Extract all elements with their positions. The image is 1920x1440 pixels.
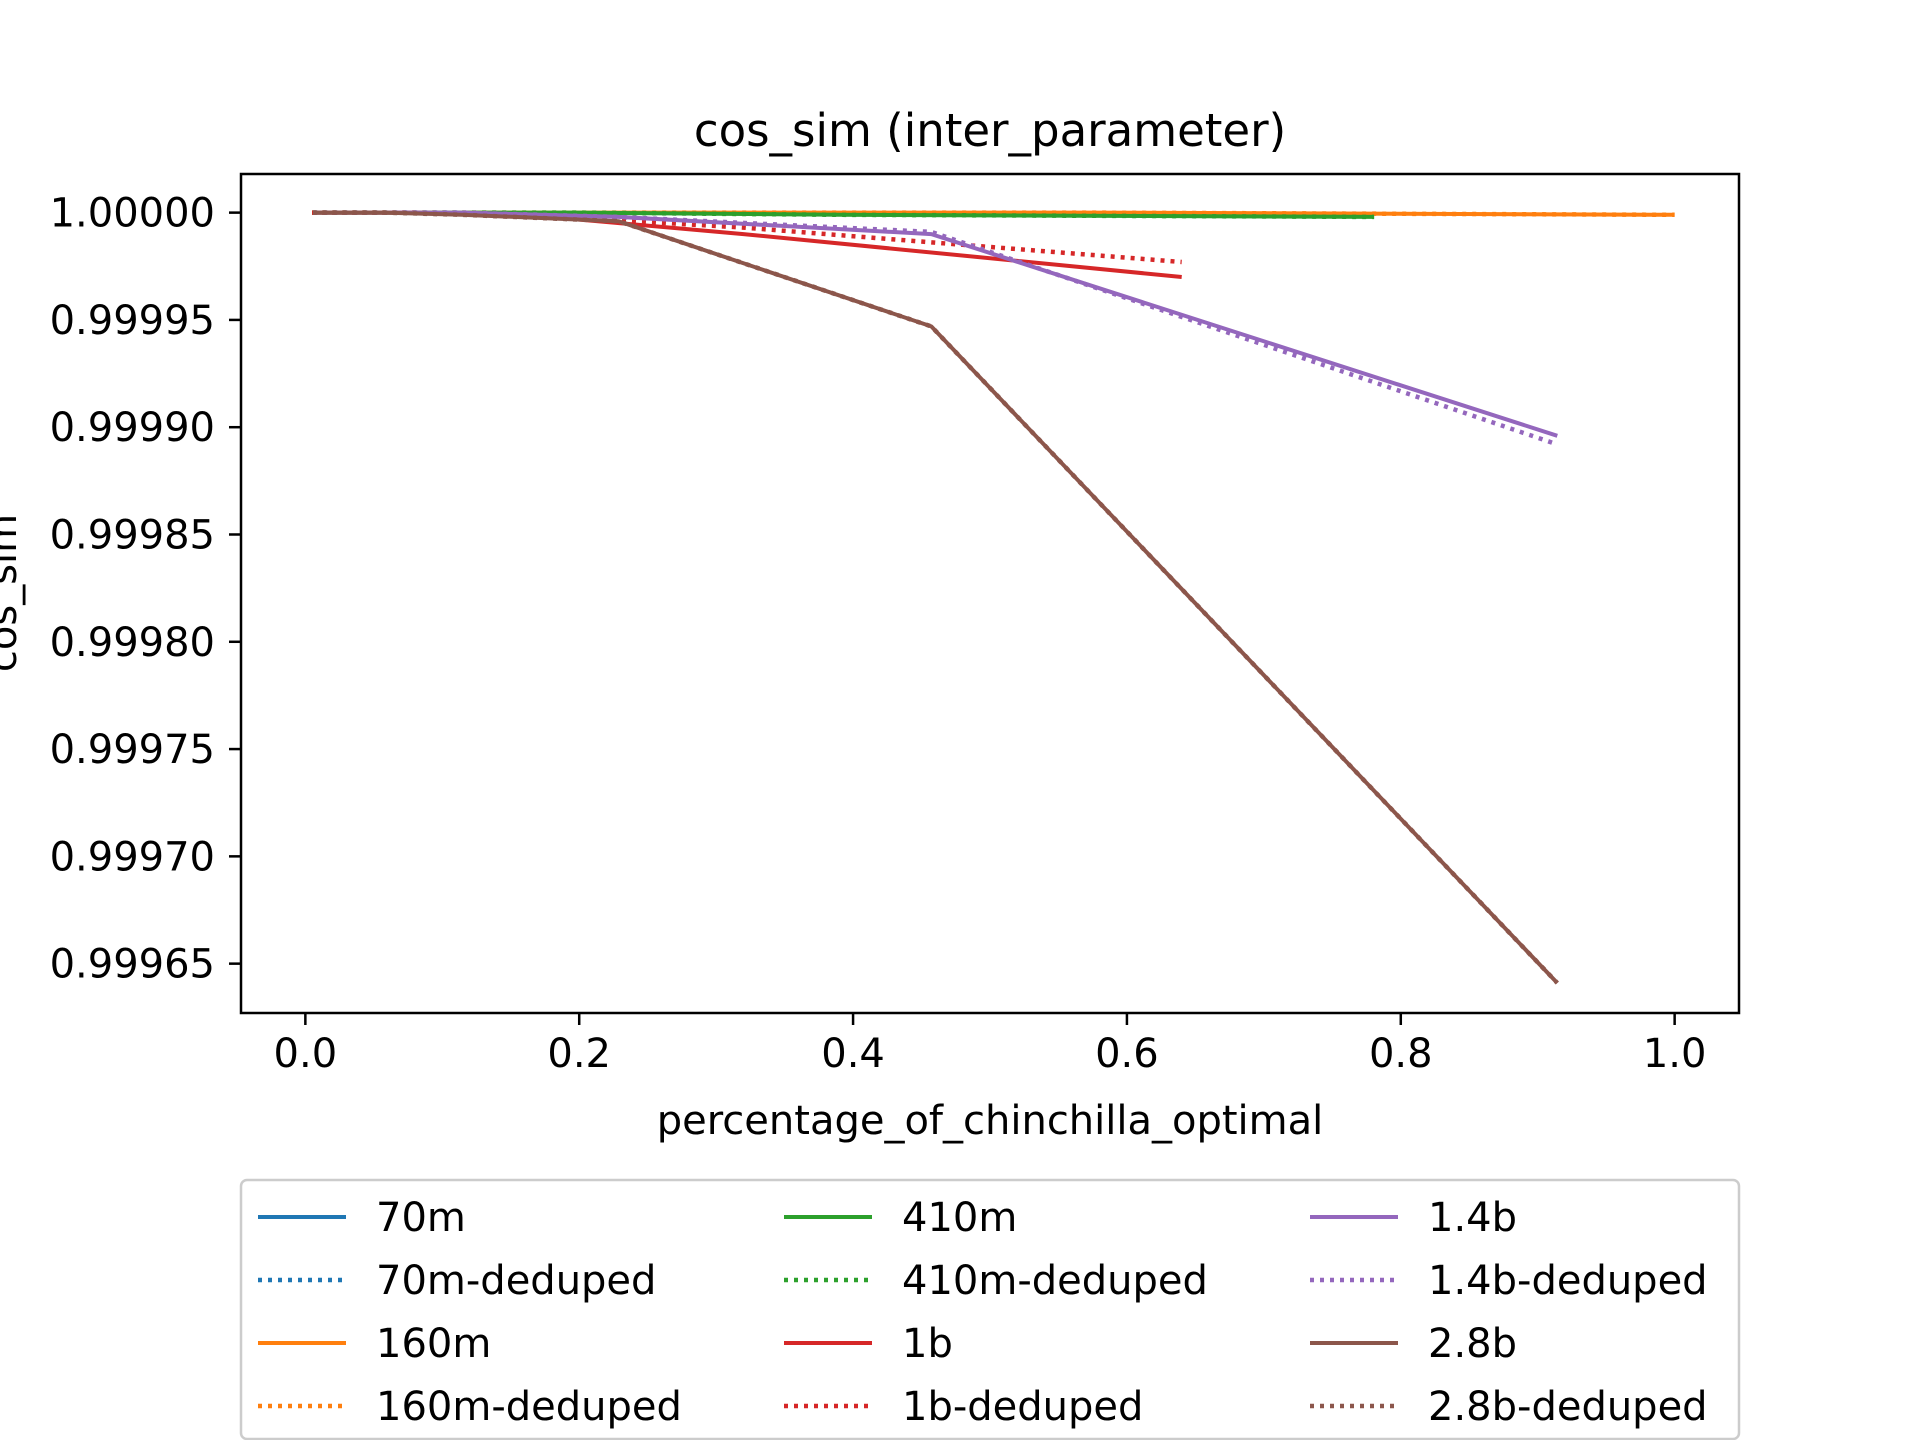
x-tick-label: 1.0 — [1643, 1031, 1707, 1077]
legend-label-1b: 1b — [902, 1321, 953, 1367]
x-tick-label: 0.0 — [274, 1031, 338, 1077]
y-tick-label: 0.99965 — [50, 942, 215, 988]
legend-label-2p8b: 2.8b — [1428, 1321, 1517, 1367]
legend-label-410m: 410m — [902, 1195, 1017, 1241]
y-tick-label: 0.99970 — [50, 834, 215, 880]
y-axis-ticks: 0.99965 0.99970 0.99975 0.99980 0.99985 0.999… — [50, 191, 241, 988]
legend-label-2p8b-deduped: 2.8b-deduped — [1428, 1384, 1708, 1430]
x-tick-label: 0.6 — [1095, 1031, 1159, 1077]
legend-label-70m: 70m — [376, 1195, 466, 1241]
x-tick-label: 0.2 — [547, 1031, 611, 1077]
x-tick-label: 0.4 — [821, 1031, 885, 1077]
legend-label-1p4b-deduped: 1.4b-deduped — [1428, 1258, 1708, 1304]
series-line-1b-deduped — [312, 210, 1182, 265]
legend-items: 70m 70m-deduped 160m 160m-deduped 410m 410m-d… — [258, 1195, 1708, 1430]
legend-label-160m-deduped: 160m-deduped — [376, 1384, 682, 1430]
y-tick-label: 0.99975 — [50, 727, 215, 773]
series-line-1p4b — [313, 210, 1558, 438]
chart-title: cos_sim (inter_parameter) — [694, 104, 1286, 157]
legend: 70m 70m-deduped 160m 160m-deduped 410m 410m-d… — [239, 1178, 1741, 1440]
legend-label-160m: 160m — [376, 1321, 491, 1367]
y-tick-label: 0.99990 — [50, 405, 215, 451]
series-line-2p8b — [313, 210, 1559, 985]
legend-frame — [239, 1178, 1741, 1440]
legend-label-1p4b: 1.4b — [1428, 1195, 1517, 1241]
legend-label-1b-deduped: 1b-deduped — [902, 1384, 1143, 1430]
y-tick-label: 1.00000 — [50, 191, 215, 237]
x-axis-label: percentage_of_chinchilla_optimal — [657, 1098, 1324, 1144]
legend-label-410m-deduped: 410m-deduped — [902, 1258, 1208, 1304]
x-axis-ticks: 0.0 0.2 0.4 0.6 0.8 1.0 — [274, 1013, 1707, 1077]
y-tick-label: 0.99985 — [50, 512, 215, 558]
plot-area-frame — [239, 172, 1741, 1015]
y-tick-label: 0.99980 — [50, 620, 215, 666]
legend-label-70m-deduped: 70m-deduped — [376, 1258, 656, 1304]
y-axis-label: cos_sim — [0, 514, 26, 672]
x-tick-label: 0.8 — [1369, 1031, 1433, 1077]
series-layer — [312, 210, 1675, 985]
y-tick-label: 0.99995 — [50, 298, 215, 344]
